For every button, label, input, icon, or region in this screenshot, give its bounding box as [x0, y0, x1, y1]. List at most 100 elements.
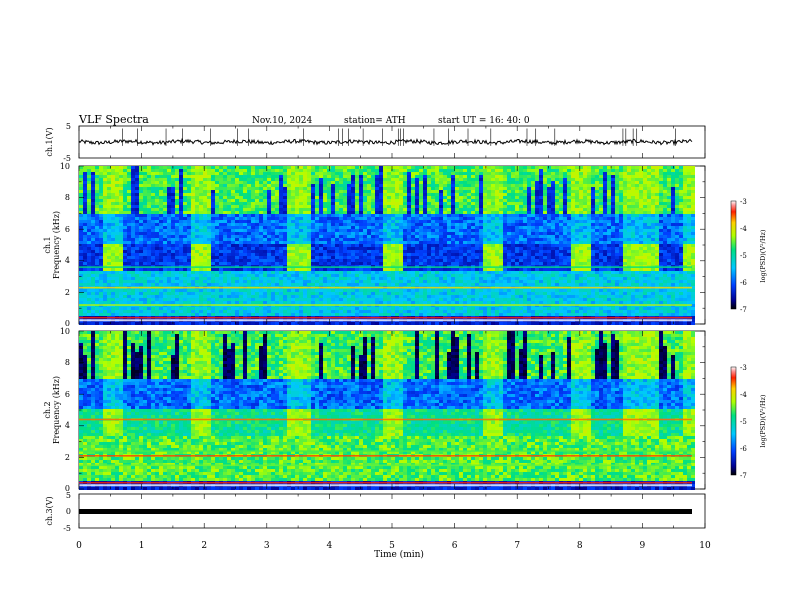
spectrogram-cell	[83, 253, 87, 256]
spectrogram-cell	[347, 250, 351, 253]
spectrogram-cell	[111, 274, 115, 277]
spectrogram-cell	[415, 292, 419, 295]
spectrogram-cell	[323, 283, 327, 286]
spectrogram-cell	[203, 277, 207, 280]
spectrogram-cell	[151, 226, 155, 229]
spectrogram-cell	[299, 268, 303, 271]
spectrogram-cell	[187, 193, 191, 196]
date-label: Nov.10, 2024	[252, 116, 313, 126]
spectrogram-cell	[331, 238, 335, 241]
spectrogram-cell	[299, 181, 303, 184]
spectrogram-cell	[359, 259, 363, 262]
spectrogram-cell	[359, 211, 363, 214]
spectrogram-cell	[323, 190, 327, 193]
spectrogram-cell	[415, 235, 419, 238]
spectrogram-cell	[371, 205, 375, 208]
spectrogram-cell	[327, 187, 331, 190]
spectrogram-cell	[287, 268, 291, 271]
spectrogram-cell	[407, 259, 411, 262]
spectrogram-cell	[167, 274, 171, 277]
spectrogram-cell	[399, 313, 403, 316]
spectrogram-cell	[335, 259, 339, 262]
spectrogram-cell	[431, 172, 435, 175]
spectrogram-cell	[167, 301, 171, 304]
spectrogram-cell	[191, 193, 195, 196]
spectrogram-cell	[315, 310, 319, 313]
spectrogram-cell	[211, 295, 215, 298]
spectrogram-cell	[431, 283, 435, 286]
spectrogram-cell	[251, 208, 255, 211]
spectrogram-cell	[111, 238, 115, 241]
spectrogram-cell	[99, 211, 103, 214]
spectrogram-cell	[183, 175, 187, 178]
spectrogram-cell	[323, 205, 327, 208]
spectrogram-cell	[439, 298, 443, 301]
spectrogram-cell	[135, 199, 139, 202]
spectrogram-cell	[319, 196, 323, 199]
spectrogram-cell	[351, 238, 355, 241]
spectrogram-cell	[99, 217, 103, 220]
spectrogram-cell	[363, 193, 367, 196]
spectrogram-cell	[323, 259, 327, 262]
spectrogram-cell	[275, 322, 279, 325]
spectrogram-cell	[311, 220, 315, 223]
spectrogram-cell	[283, 262, 287, 265]
spectrogram-cell	[323, 235, 327, 238]
spectrogram-cell	[135, 223, 139, 226]
spectrogram-cell	[115, 298, 119, 301]
spectrogram-cell	[343, 301, 347, 304]
spectrogram-cell	[323, 202, 327, 205]
spectrogram-cell	[355, 232, 359, 235]
spectrogram-cell	[91, 295, 95, 298]
spectrogram-cell	[223, 202, 227, 205]
spectrogram-cell	[287, 208, 291, 211]
spectrogram-cell	[427, 298, 431, 301]
spectrogram-cell	[423, 169, 427, 172]
spectrogram-cell	[155, 298, 159, 301]
spectrogram-cell	[199, 259, 203, 262]
spectrogram-cell	[115, 172, 119, 175]
spectrogram-cell	[443, 208, 447, 211]
spectrogram-cell	[415, 166, 419, 169]
spectrogram-cell	[199, 178, 203, 181]
spectrogram-cell	[367, 235, 371, 238]
spectrogram-cell	[403, 232, 407, 235]
spectrogram-cell	[87, 196, 91, 199]
spectrogram-cell	[79, 166, 83, 169]
spectrogram-cell	[187, 298, 191, 301]
spectrogram-cell	[127, 208, 131, 211]
spectrogram-cell	[95, 310, 99, 313]
spectrogram-cell	[111, 277, 115, 280]
spectrogram-cell	[151, 166, 155, 169]
spectrogram-cell	[219, 295, 223, 298]
spectrogram-cell	[123, 196, 127, 199]
spectrogram-cell	[143, 262, 147, 265]
spectrogram-cell	[199, 223, 203, 226]
spectrogram-cell	[291, 172, 295, 175]
spectrogram-cell	[311, 184, 315, 187]
spectrogram-cell	[231, 262, 235, 265]
spectrogram-cell	[107, 184, 111, 187]
spectrogram-cell	[307, 220, 311, 223]
spectrogram-cell	[231, 271, 235, 274]
spectrogram-cell	[435, 205, 439, 208]
spectrogram-cell	[199, 283, 203, 286]
spectrogram-cell	[283, 226, 287, 229]
spectrogram-cell	[411, 175, 415, 178]
spectrogram-cell	[231, 193, 235, 196]
spectrogram-cell	[251, 274, 255, 277]
spectrogram-cell	[83, 232, 87, 235]
spectrogram-cell	[447, 259, 451, 262]
spectrogram-cell	[443, 232, 447, 235]
spectrogram-cell	[343, 256, 347, 259]
spectrogram-cell	[347, 259, 351, 262]
spectrogram-cell	[219, 235, 223, 238]
spectrogram-cell	[387, 295, 391, 298]
spectrogram-cell	[347, 307, 351, 310]
spectrogram-cell	[343, 202, 347, 205]
spectrogram-cell	[395, 196, 399, 199]
spectrogram-cell	[111, 190, 115, 193]
spectrogram-cell	[287, 175, 291, 178]
spectrogram-cell	[163, 298, 167, 301]
spectrogram-cell	[367, 262, 371, 265]
